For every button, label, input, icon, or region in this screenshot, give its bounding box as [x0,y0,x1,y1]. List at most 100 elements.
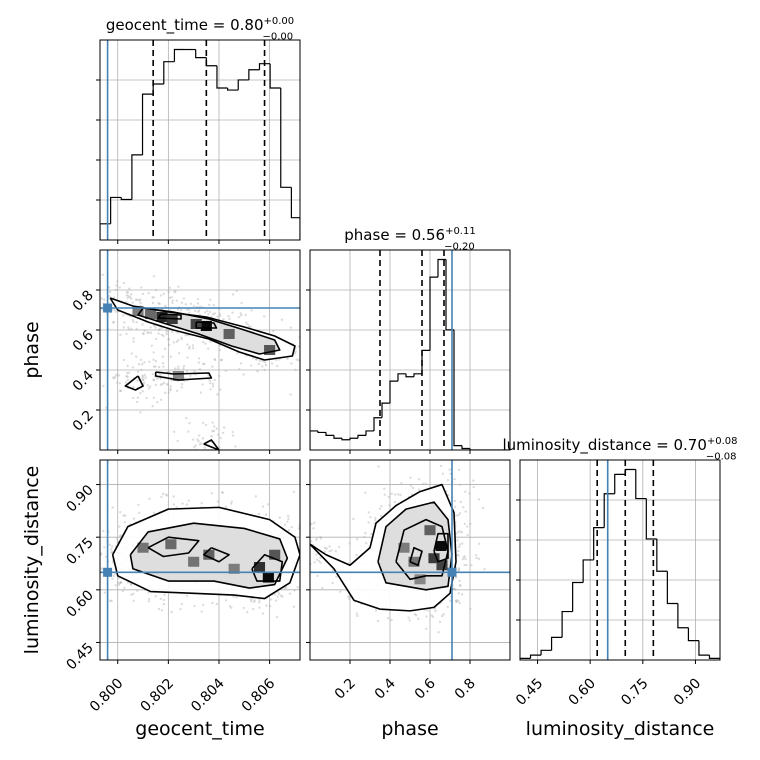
sample-point [135,327,138,331]
sample-point [196,297,200,301]
sample-point [103,546,106,549]
sample-point [446,478,450,482]
sample-point [125,291,128,294]
histogram-bin [373,417,382,431]
sample-point [111,321,115,324]
sample-point [283,523,287,527]
sample-point [103,298,106,301]
sample-point [139,411,142,414]
sample-point [162,365,165,368]
sample-point [278,358,281,361]
sample-point [442,613,445,616]
sample-point [319,579,321,581]
sample-point [262,315,266,318]
sample-point [216,500,220,503]
sample-point [425,615,428,618]
sample-point [328,545,331,548]
sample-point [458,512,462,515]
sample-point [179,608,182,611]
histogram-bin [357,434,366,439]
sample-point [193,604,196,608]
sample-point [119,510,122,514]
sample-point [126,581,130,584]
sample-point [261,612,265,615]
sample-point [175,389,179,393]
sample-point [210,435,213,438]
sample-point [204,423,208,427]
sample-point [201,603,205,607]
sample-point [434,609,437,613]
x-tick-label: 0.45 [513,676,546,709]
sample-point [458,601,461,605]
sample-point [448,468,451,471]
sample-point [134,298,138,301]
sample-point [433,607,437,610]
sample-point [211,429,214,433]
histogram-bin [561,610,573,638]
sample-point [112,296,116,299]
sample-point [229,502,233,505]
sample-point [182,297,186,300]
sample-point [171,301,174,305]
density-cell [398,542,410,553]
histogram-bin [645,498,657,540]
sample-point [457,549,460,553]
sample-point [197,361,201,364]
sample-point [417,617,420,620]
sample-point [303,533,305,535]
histogram-bin [698,640,710,656]
sample-point [458,579,461,583]
sample-point [198,443,201,446]
sample-point [122,358,126,362]
sample-point [100,552,103,555]
sample-point [409,484,413,487]
sample-point [130,327,133,330]
hist-luminosity_distance-panel: 0.45 0.60 0.75 0.90 luminosity_distance = 0.… [502,436,737,709]
sample-point [187,499,190,502]
sample-point [126,296,130,300]
sample-point [458,583,462,587]
sample-point [162,292,166,296]
sample-point [290,362,293,365]
sample-point [140,377,144,380]
histogram-bin [469,448,510,450]
sample-point [147,591,150,594]
sample-point [297,527,300,530]
sample-point [297,345,300,348]
sample-point [399,493,402,497]
sample-point [177,338,180,342]
sample-point [137,363,141,366]
sample-point [370,532,373,536]
sample-point [197,357,201,360]
sample-point [126,378,130,382]
sample-point [297,534,299,536]
sample-point [136,298,139,301]
sample-point [221,491,224,495]
sample-point [170,296,173,299]
panel-title: geocent_time = 0.80+0.00 [106,16,294,35]
density-cell [172,371,185,381]
sample-point [465,563,468,567]
sample-point [169,385,173,388]
sample-point [135,400,139,404]
sample-point [464,557,467,561]
sample-point [273,593,277,596]
sample-point [415,614,418,617]
sample-point [150,344,154,347]
sample-point [458,530,462,533]
sample-point [146,384,149,387]
sample-point [118,382,122,385]
sample-point [193,370,196,373]
sample-point [257,362,261,366]
sample-point [367,511,370,514]
sample-point [165,494,169,497]
sample-point [426,609,429,612]
sample-point [463,555,466,558]
sample-point [180,386,183,389]
x-axis-label-phase: phase [381,718,438,740]
sample-point [257,512,261,516]
x-tick-label: 0.806 [239,675,279,715]
sample-point [124,381,128,384]
histogram-bin [529,654,542,659]
sample-point [151,404,154,408]
